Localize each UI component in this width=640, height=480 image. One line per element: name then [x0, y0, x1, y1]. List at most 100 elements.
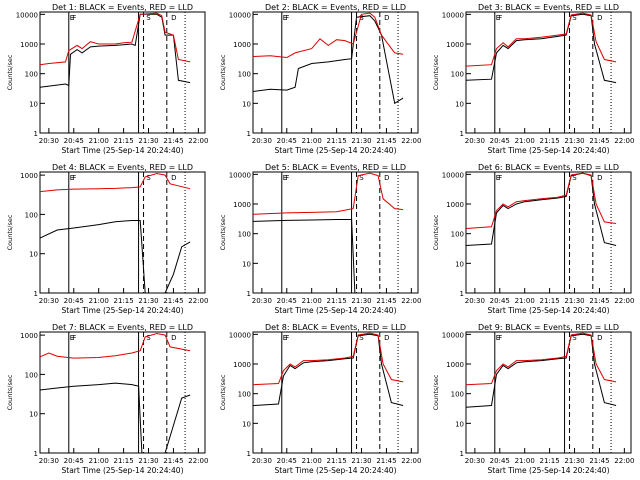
- events-series-line: [252, 219, 404, 294]
- y-axis-label: Counts/sec: [432, 214, 440, 250]
- lld-series-line: [465, 12, 617, 67]
- x-tick-label: 21:15: [114, 137, 134, 145]
- y-tick-label: 1: [34, 450, 38, 458]
- lld-series-line: [465, 172, 617, 229]
- x-axis-label: Start Time (25-Sep-14 20:24:40): [488, 306, 610, 315]
- y-tick-label: 100: [25, 71, 38, 79]
- det-panel-6: Det 6: BLACK = Events, RED = LLD 1 10 100 10…: [432, 163, 634, 315]
- y-tick-label: 10: [242, 100, 251, 108]
- x-tick-label: 22:00: [614, 137, 634, 145]
- x-tick-label: 21:30: [138, 297, 158, 305]
- panel-title: Det 2: BLACK = Events, RED = LLD: [265, 3, 406, 12]
- marker-letter: F: [285, 334, 289, 342]
- marker-letter: F: [72, 334, 76, 342]
- det-panel-1: Det 1: BLACK = Events, RED = LLD 1 10 100 10…: [6, 3, 208, 155]
- y-tick-label: 100: [451, 71, 464, 79]
- marker-letter: F: [285, 14, 289, 22]
- y-tick-label: 10000: [442, 331, 464, 339]
- marker-letter: E: [283, 174, 287, 182]
- x-tick-label: 21:15: [114, 297, 134, 305]
- x-tick-label: 21:15: [327, 457, 347, 465]
- marker-letter: D: [171, 334, 176, 342]
- x-axis-label: Start Time (25-Sep-14 20:24:40): [275, 466, 397, 475]
- panel-title: Det 1: BLACK = Events, RED = LLD: [52, 3, 193, 12]
- panel-title: Det 5: BLACK = Events, RED = LLD: [265, 163, 406, 172]
- marker-letter: S: [572, 334, 577, 342]
- plot-frame: [465, 11, 632, 134]
- panel-title: Det 9: BLACK = Events, RED = LLD: [478, 323, 619, 332]
- y-tick-label: 1: [34, 130, 38, 138]
- det-panel-3: Det 3: BLACK = Events, RED = LLD 1 10 100 10…: [432, 3, 634, 155]
- marker-letter: S: [572, 14, 577, 22]
- x-tick-label: 21:30: [351, 137, 371, 145]
- x-tick-label: 21:00: [89, 457, 109, 465]
- plot-frame: [252, 11, 419, 134]
- x-tick-label: 22:00: [401, 297, 421, 305]
- x-tick-label: 21:30: [564, 457, 584, 465]
- y-tick-label: 1000: [446, 201, 464, 209]
- y-tick-label: 10000: [229, 171, 251, 179]
- x-tick-label: 21:15: [540, 137, 560, 145]
- x-tick-label: 22:00: [614, 297, 634, 305]
- x-tick-label: 21:00: [515, 457, 535, 465]
- marker-letter: S: [146, 334, 151, 342]
- x-tick-label: 20:30: [465, 137, 485, 145]
- x-tick-label: 21:00: [302, 457, 322, 465]
- marker-letter: F: [498, 174, 502, 182]
- y-tick-label: 1000: [446, 41, 464, 49]
- x-tick-label: 21:45: [376, 297, 396, 305]
- marker-letter: D: [171, 174, 176, 182]
- y-tick-label: 10000: [16, 11, 38, 19]
- y-tick-label: 1: [460, 290, 464, 298]
- y-tick-label: 1000: [20, 172, 38, 180]
- y-tick-label: 10000: [229, 11, 251, 19]
- y-axis-label: Counts/sec: [6, 214, 14, 250]
- x-axis-label: Start Time (25-Sep-14 20:24:40): [275, 146, 397, 155]
- y-tick-label: 100: [451, 391, 464, 399]
- y-tick-label: 100: [451, 231, 464, 239]
- y-axis-label: Counts/sec: [432, 54, 440, 90]
- events-series-line: [252, 15, 404, 105]
- x-tick-label: 21:00: [302, 137, 322, 145]
- x-tick-label: 20:30: [465, 297, 485, 305]
- x-axis-label: Start Time (25-Sep-14 20:24:40): [62, 466, 184, 475]
- y-tick-label: 10: [242, 420, 251, 428]
- panel-title: Det 4: BLACK = Events, RED = LLD: [52, 163, 193, 172]
- y-tick-label: 10: [29, 100, 38, 108]
- x-tick-label: 20:30: [39, 137, 59, 145]
- x-tick-label: 20:30: [39, 297, 59, 305]
- y-tick-label: 10: [455, 100, 464, 108]
- y-tick-label: 100: [238, 231, 251, 239]
- y-axis-label: Counts/sec: [219, 214, 227, 250]
- events-series-line: [39, 13, 191, 88]
- x-tick-label: 20:30: [252, 457, 272, 465]
- x-tick-label: 22:00: [401, 137, 421, 145]
- y-tick-label: 100: [238, 391, 251, 399]
- x-tick-label: 20:45: [277, 297, 297, 305]
- x-tick-label: 21:15: [327, 137, 347, 145]
- x-tick-label: 21:30: [351, 457, 371, 465]
- lld-series-line: [39, 332, 191, 359]
- y-tick-label: 1000: [233, 201, 251, 209]
- x-tick-label: 21:00: [515, 137, 535, 145]
- y-tick-label: 1000: [233, 361, 251, 369]
- plot-frame: [39, 331, 206, 454]
- events-series-line: [39, 382, 191, 454]
- marker-letter: D: [597, 14, 602, 22]
- events-series-line: [465, 333, 617, 408]
- x-tick-label: 21:45: [163, 297, 183, 305]
- x-axis-label: Start Time (25-Sep-14 20:24:40): [488, 146, 610, 155]
- marker-letter: F: [72, 14, 76, 22]
- marker-letter: S: [146, 174, 151, 182]
- marker-letter: S: [359, 334, 364, 342]
- plot-frame: [252, 171, 419, 294]
- x-tick-label: 21:45: [163, 457, 183, 465]
- x-tick-label: 20:30: [252, 297, 272, 305]
- det-panel-4: Det 4: BLACK = Events, RED = LLD 1 10 100 10…: [6, 163, 208, 315]
- det-panel-7: Det 7: BLACK = Events, RED = LLD 1 10 100 10…: [6, 323, 208, 475]
- lld-series-line: [252, 332, 404, 386]
- y-tick-label: 1: [34, 290, 38, 298]
- x-tick-label: 20:30: [39, 457, 59, 465]
- events-series-line: [252, 333, 404, 406]
- y-tick-label: 10000: [442, 11, 464, 19]
